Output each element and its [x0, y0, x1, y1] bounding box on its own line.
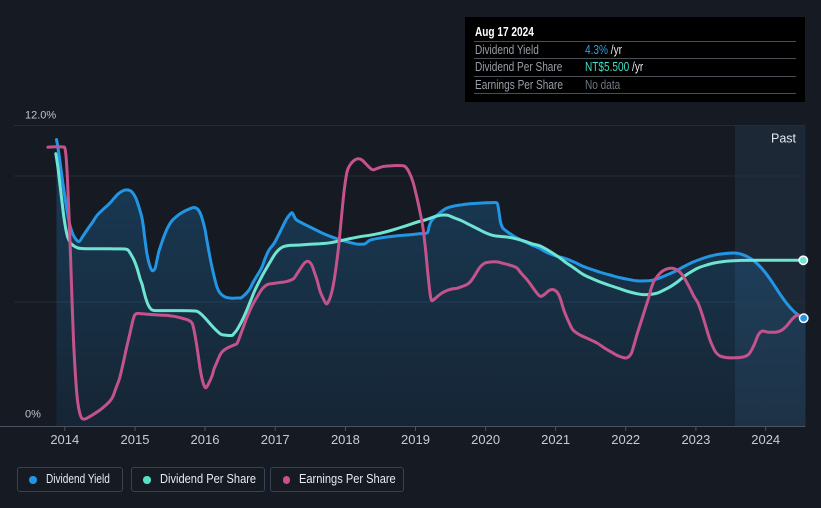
svg-text:Past: Past: [771, 132, 797, 146]
svg-text:2018: 2018: [331, 432, 360, 447]
svg-text:2019: 2019: [401, 432, 430, 447]
svg-text:2015: 2015: [121, 432, 150, 447]
svg-text:2023: 2023: [681, 432, 710, 447]
svg-text:0%: 0%: [25, 409, 41, 421]
svg-text:2017: 2017: [261, 432, 290, 447]
svg-text:2016: 2016: [191, 432, 220, 447]
svg-text:12.0%: 12.0%: [25, 110, 56, 122]
svg-text:2022: 2022: [611, 432, 640, 447]
svg-text:2024: 2024: [751, 432, 780, 447]
svg-text:2021: 2021: [541, 432, 570, 447]
svg-text:2014: 2014: [50, 432, 79, 447]
svg-text:2020: 2020: [471, 432, 500, 447]
